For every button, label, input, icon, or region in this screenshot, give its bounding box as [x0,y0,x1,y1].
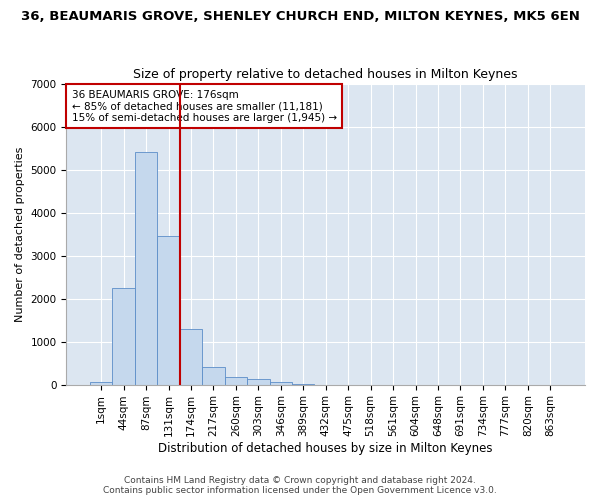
Y-axis label: Number of detached properties: Number of detached properties [15,146,25,322]
Text: 36, BEAUMARIS GROVE, SHENLEY CHURCH END, MILTON KEYNES, MK5 6EN: 36, BEAUMARIS GROVE, SHENLEY CHURCH END,… [20,10,580,23]
Title: Size of property relative to detached houses in Milton Keynes: Size of property relative to detached ho… [133,68,518,81]
Text: Contains HM Land Registry data © Crown copyright and database right 2024.
Contai: Contains HM Land Registry data © Crown c… [103,476,497,495]
Bar [224,377,247,384]
Bar [90,382,112,384]
Bar [157,236,180,384]
Bar [112,288,135,384]
Bar [135,152,157,384]
Bar [202,368,224,384]
Text: 36 BEAUMARIS GROVE: 176sqm
← 85% of detached houses are smaller (11,181)
15% of : 36 BEAUMARIS GROVE: 176sqm ← 85% of deta… [71,90,337,123]
Bar [269,382,292,384]
X-axis label: Distribution of detached houses by size in Milton Keynes: Distribution of detached houses by size … [158,442,493,455]
Bar [247,380,269,384]
Bar [180,328,202,384]
